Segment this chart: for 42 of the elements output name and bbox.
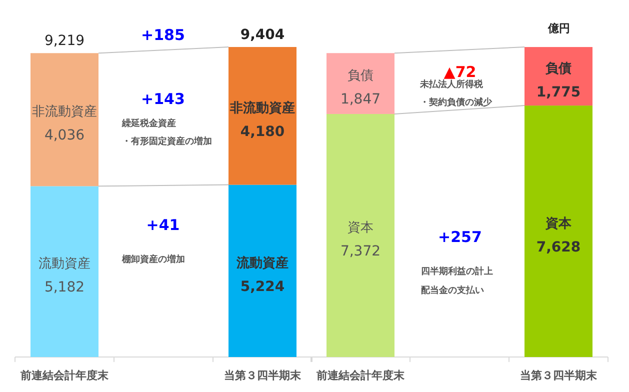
total-label: 9,404 — [240, 27, 285, 43]
bar — [326, 53, 394, 114]
annotation: ・有形固定資産の増加 — [122, 135, 212, 147]
annotation: 未払法人所得税 — [419, 79, 484, 90]
data-label: 1,775 — [536, 84, 581, 100]
total-label: 9,219 — [44, 33, 85, 50]
data-label: 5,224 — [240, 278, 285, 295]
annotation: +41 — [146, 216, 180, 234]
data-label: 4,036 — [44, 128, 85, 144]
annotation: 四半期利益の計上 — [421, 266, 493, 277]
series-label: 流動資産 — [38, 256, 90, 272]
bar — [326, 114, 394, 357]
series-label: 資本 — [348, 220, 374, 236]
annotation: +257 — [438, 228, 482, 246]
annotation: 繰延税金資産 — [121, 118, 176, 129]
text: +185 — [141, 26, 185, 44]
text: 資本 — [546, 216, 572, 232]
x-tick-label: 前連結会計年度末 — [316, 369, 406, 382]
data-label: 4,180 — [240, 124, 285, 140]
bar — [30, 186, 98, 357]
annotation: ・契約負債の減少 — [420, 97, 493, 108]
text: 億円 — [547, 22, 570, 35]
x-tick-label: 前連結会計年度末 — [20, 369, 110, 382]
bar — [228, 47, 296, 185]
x-tick-label: 当第３四半期末 — [224, 369, 302, 382]
data-label: 7,372 — [340, 243, 381, 260]
text: 流動資産 — [236, 256, 288, 271]
text: 非流動資産 — [230, 100, 295, 116]
x-tick-label: 当第３四半期末 — [520, 369, 598, 382]
series-label: 非流動資産 — [32, 104, 97, 120]
annotation: +143 — [141, 90, 185, 108]
series-label: 負債 — [546, 61, 572, 76]
data-label: 1,847 — [340, 92, 381, 108]
bar — [30, 53, 98, 186]
bar — [524, 106, 592, 357]
text: 負債 — [348, 68, 374, 84]
data-label: 7,628 — [536, 239, 581, 256]
annotation: ▲72 — [444, 63, 476, 81]
bar — [228, 184, 296, 357]
data-label: 5,182 — [44, 280, 85, 296]
annotation: 棚卸資産の増加 — [121, 253, 185, 265]
annotation: 配当金の支払い — [421, 285, 484, 296]
